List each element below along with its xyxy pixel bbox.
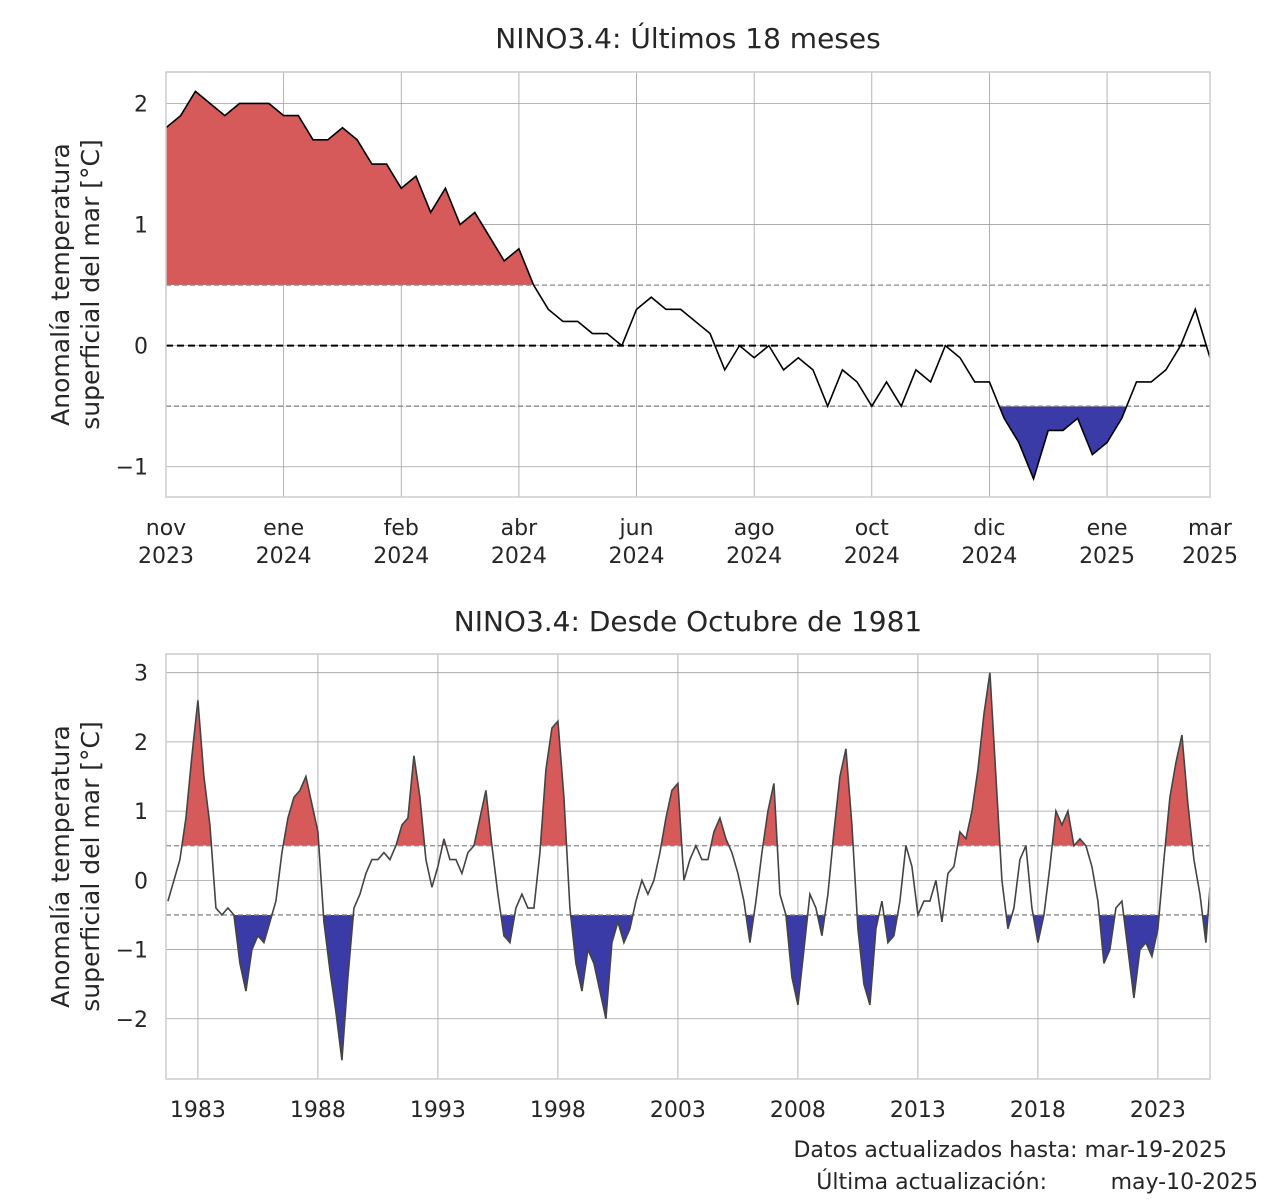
y-tick-label: −1 [116, 456, 148, 481]
y-axis-label: Anomalía temperatura [46, 143, 75, 426]
footer-updated-label: Última actualización: [816, 1169, 1047, 1195]
y-tick-label: 2 [134, 731, 148, 756]
y-axis-label: superficial del mar [°C] [76, 139, 105, 430]
chart-title: NINO3.4: Desde Octubre de 1981 [454, 605, 922, 638]
anomaly-fill [167, 914, 1210, 1061]
anomaly-fill [166, 91, 1210, 286]
x-tick-label: mar 2025 [1182, 516, 1238, 569]
x-tick-label: 2008 [770, 1098, 826, 1123]
y-axis-label: superficial del mar [°C] [76, 721, 105, 1012]
x-tick-label: 1983 [170, 1098, 226, 1123]
x-tick-label: dic 2024 [961, 516, 1017, 569]
footer-data-until: Datos actualizados hasta: mar-19-2025 [793, 1138, 1227, 1163]
x-tick-label: ene 2024 [256, 516, 312, 569]
anomaly-line [167, 672, 1211, 1061]
y-axis-label: Anomalía temperatura [46, 725, 75, 1008]
x-tick-label: feb 2024 [373, 516, 429, 569]
x-tick-label: jun 2024 [609, 516, 665, 569]
x-tick-label: ene 2025 [1079, 516, 1135, 569]
x-tick-label: 2018 [1010, 1098, 1066, 1123]
y-tick-label: −1 [116, 939, 148, 964]
anomaly-line [165, 90, 1211, 482]
anomaly-fill [999, 406, 1127, 479]
y-tick-label: 2 [134, 92, 148, 117]
y-tick-label: 3 [134, 662, 148, 687]
x-tick-label: 1993 [410, 1098, 466, 1123]
x-tick-label: ago 2024 [726, 516, 782, 569]
x-tick-label: 1988 [290, 1098, 346, 1123]
x-tick-label: 2013 [890, 1098, 946, 1123]
y-tick-label: 1 [134, 214, 148, 239]
footer-updated-date: may-10-2025 [1111, 1170, 1258, 1195]
y-tick-label: −2 [116, 1008, 148, 1033]
x-tick-label: 2023 [1130, 1098, 1186, 1123]
y-tick-label: 0 [134, 869, 148, 894]
y-tick-label: 0 [134, 335, 148, 360]
chart-title: NINO3.4: Últimos 18 meses [495, 21, 880, 55]
x-tick-label: 2003 [650, 1098, 706, 1123]
y-tick-label: 1 [134, 800, 148, 825]
x-tick-label: abr 2024 [491, 516, 547, 569]
x-tick-label: nov 2023 [138, 516, 194, 569]
x-tick-label: 1998 [530, 1098, 586, 1123]
anomaly-fill [181, 672, 1193, 846]
x-tick-label: oct 2024 [844, 516, 900, 569]
plot-frame [165, 653, 1211, 1080]
plot-frame [165, 71, 1211, 498]
